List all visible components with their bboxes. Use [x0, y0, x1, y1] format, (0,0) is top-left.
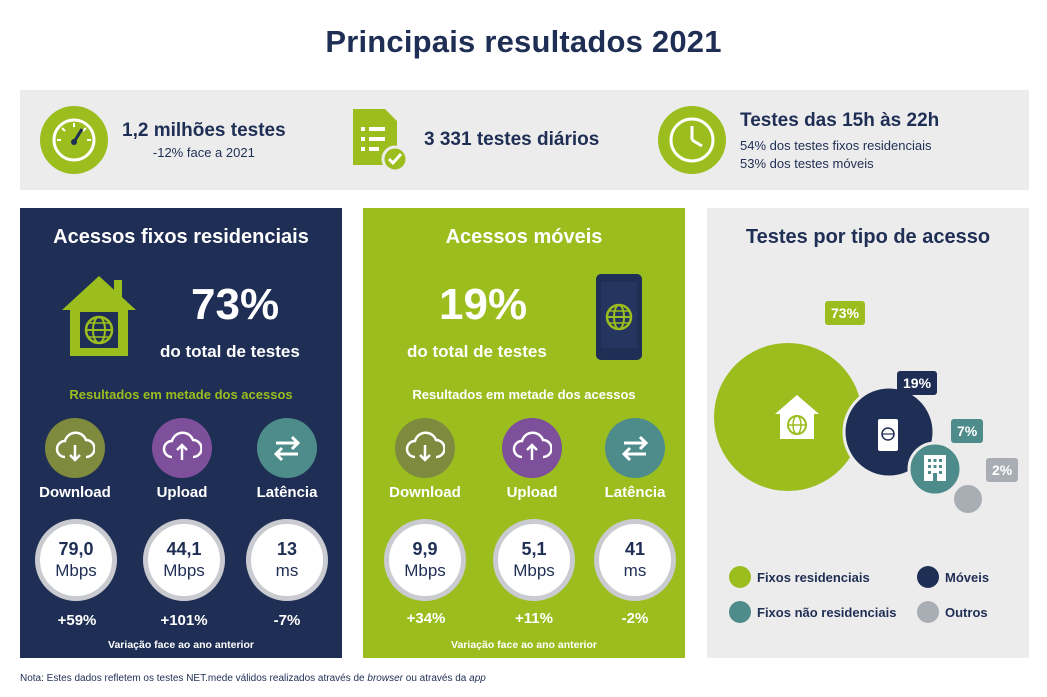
- summary-hours: Testes das 15h às 22h 54% dos testes fix…: [658, 90, 939, 190]
- hours-mobile: 53% dos testes móveis: [740, 155, 874, 171]
- download-value-circle: 9,9 Mbps: [384, 519, 466, 601]
- tests-change: -12% face a 2021: [152, 145, 255, 160]
- metric-label-download: Download: [39, 484, 111, 501]
- panel-fixed-residential: Acessos fixos residenciais 73% do total …: [20, 208, 342, 658]
- label-mobile: 19%: [897, 371, 938, 395]
- metric-label-latency: Latência: [604, 484, 666, 501]
- latency-change: -2%: [621, 610, 649, 627]
- daily-tests: 3 331 testes diários: [424, 129, 600, 150]
- upload-value: 5,1: [521, 539, 547, 559]
- document-check-icon: [348, 106, 410, 174]
- chart-title: Testes por tipo de acesso: [745, 226, 991, 248]
- legend-fixed-non-residential: Fixos não residenciais: [729, 601, 896, 623]
- tests-total: 1,2 milhões testes: [122, 120, 286, 141]
- smartphone-icon: [878, 419, 898, 451]
- bubble-chart: [714, 343, 984, 515]
- metric-label-download: Download: [389, 484, 461, 501]
- hours-title: Testes das 15h às 22h: [740, 109, 940, 131]
- mobile-percentage-label: do total de testes: [407, 342, 547, 361]
- panel-mobile: Acessos móveis 19% do total de testes Re…: [363, 208, 685, 658]
- legend-others: Outros: [917, 601, 988, 623]
- building-icon: [924, 455, 946, 481]
- summary-daily: 3 331 testes diários: [348, 90, 599, 190]
- hours-fixed: 54% dos testes fixos residenciais: [740, 137, 932, 153]
- page-title: Principais resultados 2021: [325, 24, 722, 59]
- download-value: 79,0: [58, 539, 94, 559]
- variation-note: Variação face ao ano anterior: [108, 639, 254, 651]
- footnote-app: app: [469, 673, 486, 684]
- smartphone-globe-icon: [594, 272, 644, 367]
- house-globe-icon: [775, 395, 819, 439]
- legend-label: Fixos não residenciais: [757, 604, 897, 620]
- legend-swatch: [729, 601, 751, 623]
- legend-swatch: [917, 566, 939, 588]
- latency-unit: ms: [623, 561, 647, 580]
- metric-label-upload: Upload: [506, 484, 558, 501]
- variation-note: Variação face ao ano anterior: [451, 639, 597, 651]
- metric-label-latency: Latência: [256, 484, 318, 501]
- label-fixed-residential: 73%: [825, 301, 866, 325]
- latency-value: 41: [624, 539, 646, 559]
- upload-change: +101%: [160, 612, 208, 629]
- upload-value-circle: 44,1 Mbps: [143, 519, 225, 601]
- results-note: Resultados em metade dos acessos: [412, 387, 636, 402]
- footnote-text-mid: ou através da: [402, 673, 470, 684]
- latency-value: 13: [276, 539, 298, 559]
- mobile-percentage: 19%: [439, 280, 528, 329]
- cloud-download-icon: [395, 418, 455, 478]
- download-unit: Mbps: [404, 561, 446, 580]
- legend-label: Outros: [945, 604, 988, 620]
- label-fixed-non-residential: 7%: [951, 419, 984, 443]
- legend-mobile: Móveis: [917, 566, 989, 588]
- upload-value-circle: 5,1 Mbps: [493, 519, 575, 601]
- metric-label-upload: Upload: [156, 484, 208, 501]
- upload-value: 44,1: [166, 539, 202, 559]
- download-unit: Mbps: [55, 561, 97, 580]
- house-globe-icon: [58, 272, 140, 363]
- legend-fixed-residential: Fixos residenciais: [729, 566, 870, 588]
- upload-unit: Mbps: [163, 561, 205, 580]
- panel-title: Acessos fixos residenciais: [53, 226, 309, 248]
- cloud-upload-icon: [502, 418, 562, 478]
- latency-arrows-icon: [605, 418, 665, 478]
- latency-change: -7%: [273, 612, 301, 629]
- download-value-circle: 79,0 Mbps: [35, 519, 117, 601]
- bubble-others: [952, 483, 984, 515]
- panel-access-type-chart: Testes por tipo de acesso 73% 19% 7%: [707, 208, 1029, 658]
- footnote-text: Nota: Estes dados refletem os testes NET…: [20, 673, 368, 684]
- legend-label: Móveis: [945, 569, 990, 585]
- panel-title: Acessos móveis: [445, 226, 603, 248]
- speedometer-icon: [40, 106, 108, 174]
- fixed-percentage: 73%: [191, 280, 280, 329]
- latency-value-circle: 13 ms: [246, 519, 328, 601]
- latency-unit: ms: [275, 561, 299, 580]
- upload-change: +11%: [515, 610, 553, 627]
- download-value: 9,9: [412, 539, 438, 559]
- latency-arrows-icon: [257, 418, 317, 478]
- download-change: +34%: [406, 610, 446, 627]
- results-note: Resultados em metade dos acessos: [69, 387, 293, 402]
- cloud-download-icon: [45, 418, 105, 478]
- download-change: +59%: [57, 612, 97, 629]
- footnote-browser: browser: [367, 673, 403, 684]
- legend-label: Fixos residenciais: [757, 569, 870, 585]
- fixed-percentage-label: do total de testes: [160, 342, 300, 361]
- footnote: Nota: Estes dados refletem os testes NET…: [20, 673, 486, 684]
- cloud-upload-icon: [152, 418, 212, 478]
- summary-bar: 1,2 milhões testes -12% face a 2021 3 33…: [20, 90, 1029, 190]
- upload-unit: Mbps: [513, 561, 555, 580]
- clock-icon: [658, 106, 726, 174]
- latency-value-circle: 41 ms: [594, 519, 676, 601]
- label-others: 2%: [986, 458, 1019, 482]
- summary-tests: 1,2 milhões testes -12% face a 2021: [40, 90, 286, 190]
- legend-swatch: [917, 601, 939, 623]
- legend-swatch: [729, 566, 751, 588]
